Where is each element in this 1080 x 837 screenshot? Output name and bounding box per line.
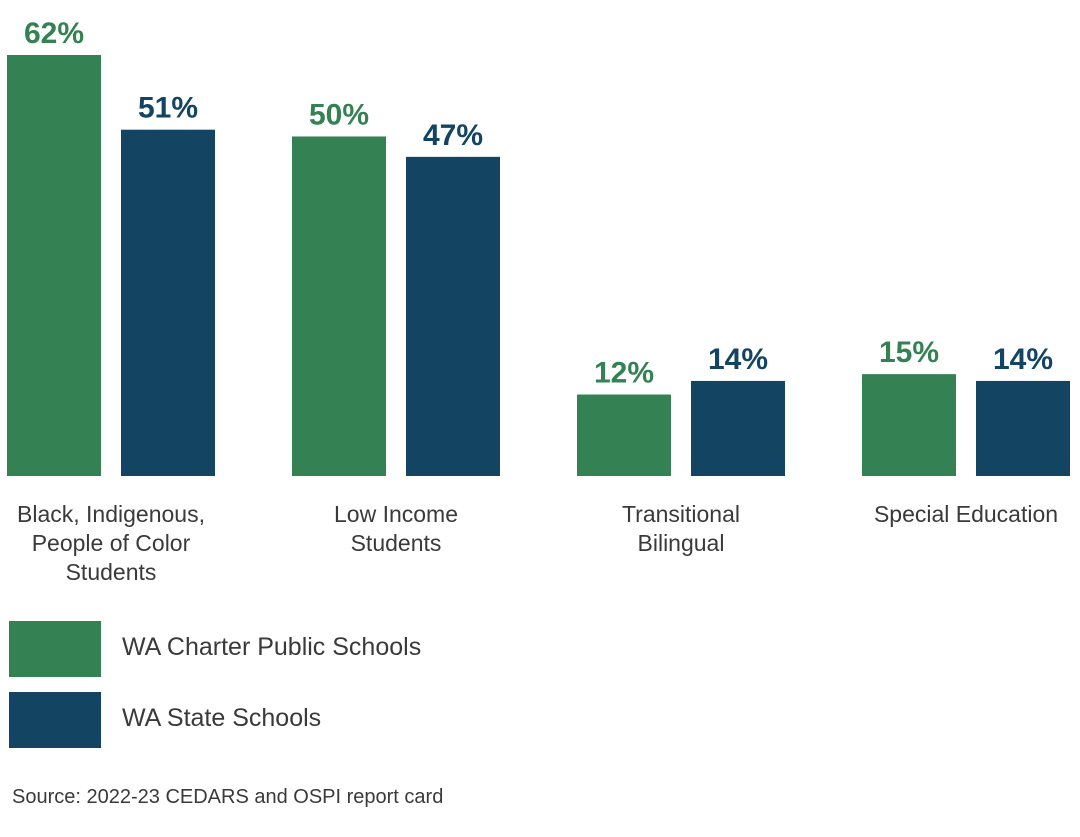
legend-swatch-state [9,692,101,748]
data-label-state-3: 14% [993,343,1053,376]
bar-charter-1 [292,136,386,476]
bar-charter-0 [7,55,101,476]
category-label-0-line-1: People of Color [32,530,191,556]
source-note: Source: 2022-23 CEDARS and OSPI report c… [12,786,444,808]
category-label-0-line-0: Black, Indigenous, [17,501,205,527]
bar-state-2 [691,380,785,476]
data-label-charter-1: 50% [309,98,369,131]
category-label-2-line-0: Transitional [622,501,740,527]
legend-label-charter: WA Charter Public Schools [122,633,422,661]
category-label-3-line-0: Special Education [874,501,1058,527]
bar-state-0 [121,129,215,476]
category-label-1-line-1: Students [351,530,442,556]
legend-label-state: WA State Schools [122,704,322,732]
legend-swatch-charter [9,621,101,677]
data-label-state-2: 14% [708,343,768,376]
data-label-state-1: 47% [423,119,483,152]
category-label-1-line-0: Low Income [334,501,458,527]
bar-state-1 [406,156,500,476]
data-label-charter-2: 12% [594,357,654,390]
bar-chart: 62% 51% Black, Indigenous, People of Color S… [7,17,1070,585]
data-label-charter-0: 62% [24,17,84,50]
bar-state-3 [976,380,1070,476]
category-label-0-line-2: Students [66,559,157,585]
bar-charter-3 [862,374,956,476]
bar-charter-2 [577,394,671,476]
data-label-state-0: 51% [138,92,198,125]
category-label-2-line-1: Bilingual [638,530,725,556]
data-label-charter-3: 15% [879,336,939,369]
